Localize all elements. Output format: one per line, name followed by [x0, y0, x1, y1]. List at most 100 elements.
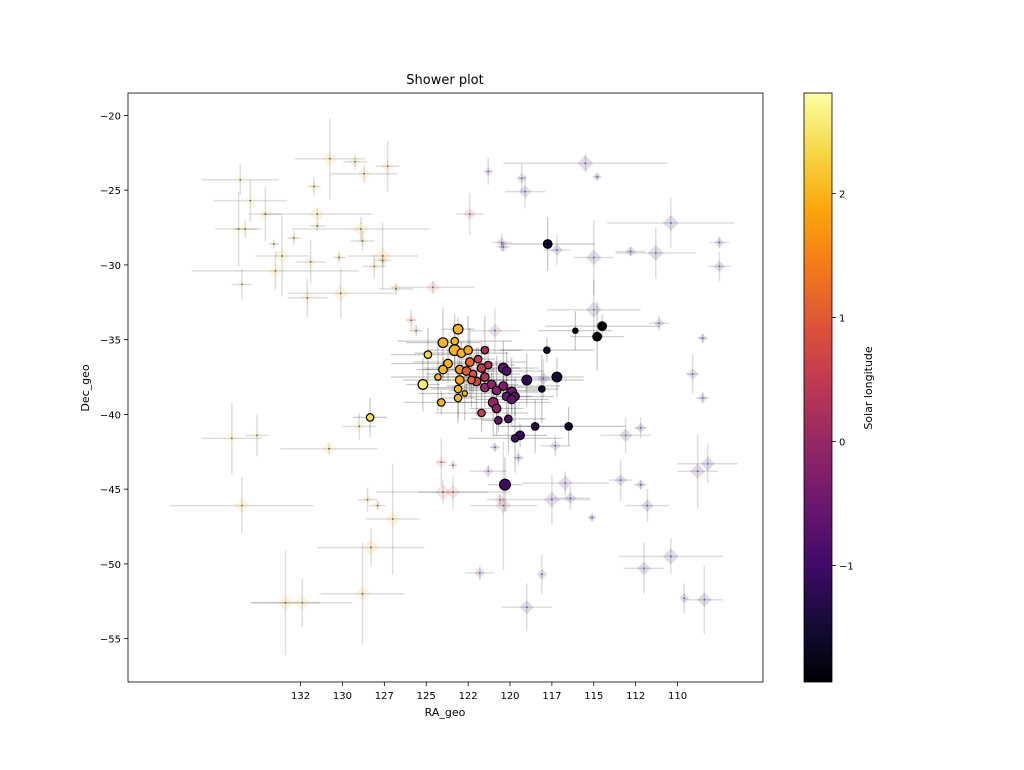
- background-point: [615, 227, 696, 279]
- center-dot: [272, 243, 275, 245]
- background-point: [375, 140, 400, 192]
- background-point: [287, 267, 395, 319]
- background-point: [516, 163, 527, 194]
- background-point: [391, 280, 475, 295]
- center-dot: [381, 259, 384, 262]
- center-dot: [487, 170, 490, 173]
- plot-area-frame: [127, 92, 764, 683]
- background-point: [496, 242, 511, 252]
- highlighted-point: [434, 373, 442, 381]
- highlighted-point: [530, 422, 540, 431]
- center-dot: [452, 464, 454, 467]
- center-dot: [309, 261, 312, 263]
- highlighted-point: [467, 375, 476, 385]
- y-tick-label: −55: [100, 635, 121, 646]
- center-dot: [415, 329, 418, 332]
- center-dot: [432, 286, 434, 289]
- background-point: [320, 542, 405, 645]
- colorbar-tick-label: 0: [839, 437, 845, 448]
- center-dot: [440, 461, 443, 464]
- center-dot: [264, 213, 267, 215]
- highlighted-point: [365, 413, 375, 422]
- center-dot: [316, 213, 319, 215]
- center-dot: [669, 555, 672, 558]
- background-point: [231, 269, 252, 300]
- background-point: [343, 154, 367, 170]
- x-tick-label: 132: [291, 691, 310, 702]
- x-axis-ticks: 132 130 127 125 122 120 117 115 112 110: [291, 682, 687, 702]
- highlighted-point: [503, 414, 513, 424]
- colorbar-tick-label: 1: [839, 313, 845, 324]
- center-dot: [701, 397, 704, 399]
- center-dot: [370, 546, 372, 549]
- x-axis-label: RA_geo: [425, 706, 466, 719]
- center-dot: [596, 175, 599, 178]
- colorbar-label: Solar longitude: [862, 346, 875, 430]
- background-point: [294, 118, 366, 200]
- center-dot: [281, 255, 284, 257]
- background-point: [464, 565, 495, 581]
- background-point: [369, 500, 387, 511]
- center-dot: [494, 329, 496, 332]
- background-point: [607, 197, 735, 249]
- center-dot: [339, 292, 342, 295]
- y-tick-label: −40: [100, 410, 121, 421]
- highlighted-point: [453, 393, 463, 403]
- highlighted-point: [592, 331, 603, 342]
- background-point: [540, 435, 571, 457]
- background-point: [448, 460, 458, 470]
- background-point: [513, 450, 524, 466]
- background-point: [347, 223, 418, 289]
- highlighted-point: [572, 327, 579, 334]
- background-point: [536, 554, 548, 594]
- center-dot: [381, 255, 384, 257]
- y-tick-label: −30: [100, 261, 121, 272]
- highlighted-point: [436, 398, 446, 407]
- background-point: [357, 487, 378, 512]
- background-point: [707, 251, 732, 282]
- center-dot: [328, 447, 330, 450]
- y-tick-label: −35: [100, 336, 121, 347]
- highlighted-point: [454, 375, 465, 385]
- highlighted-point: [480, 345, 490, 355]
- highlighted-point: [452, 323, 464, 335]
- background-point: [213, 179, 288, 222]
- background-point: [292, 217, 430, 241]
- colorbar-tick-label: −1: [839, 561, 854, 572]
- background-point: [280, 441, 378, 456]
- background-point: [307, 177, 321, 196]
- highlighted-point: [450, 336, 460, 346]
- background-point: [287, 278, 328, 318]
- center-dot: [244, 228, 247, 230]
- background-point: [677, 433, 718, 509]
- highlighted-point: [510, 433, 520, 443]
- background-point: [262, 206, 373, 222]
- center-dot: [468, 213, 471, 215]
- center-dot: [395, 287, 397, 290]
- highlighted-point: [417, 379, 429, 390]
- center-dot: [487, 470, 490, 473]
- center-dot: [313, 185, 315, 188]
- center-dot: [452, 491, 454, 494]
- background-point: [550, 486, 591, 511]
- x-tick-label: 127: [375, 691, 394, 702]
- highlighted-point: [498, 478, 511, 491]
- background-point: [649, 315, 670, 331]
- background-point: [379, 282, 413, 295]
- highlighted-point: [521, 374, 533, 386]
- background-point: [250, 550, 321, 656]
- highlighted-point: [463, 345, 474, 356]
- background-point: [215, 191, 263, 267]
- center-dot: [241, 283, 243, 286]
- background-point: [201, 164, 279, 195]
- background-point: [685, 354, 700, 394]
- background-point: [521, 471, 609, 496]
- background-point: [709, 236, 730, 249]
- background-point: [406, 309, 417, 331]
- center-dot: [701, 337, 704, 340]
- background-point: [342, 412, 376, 440]
- background-point: [287, 230, 301, 246]
- center-dot: [386, 165, 389, 168]
- highlighted-point: [501, 366, 512, 376]
- center-dot: [654, 252, 657, 254]
